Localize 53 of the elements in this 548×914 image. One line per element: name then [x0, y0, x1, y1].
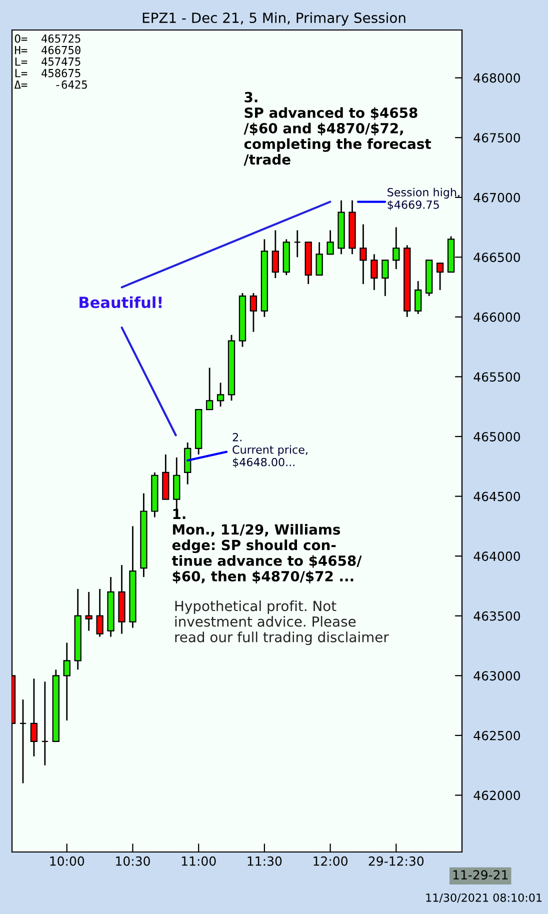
- candlestick: [63, 642, 70, 722]
- candlestick: [250, 292, 258, 333]
- chart-title: EPZ1 - Dec 21, 5 Min, Primary Session: [142, 12, 406, 26]
- candlestick: [206, 367, 214, 410]
- y-tick-label: 463500: [474, 611, 520, 621]
- candlestick: [96, 588, 104, 638]
- annotation: 1. Mon., 11/29, Williams edge: SP should con- tinue advance to $4658/ $60, then $4870/$72 ...: [172, 508, 362, 584]
- x-tick-label: 10:30: [116, 856, 150, 866]
- candlestick: [392, 226, 400, 270]
- annotation: L= 457475: [15, 58, 80, 66]
- text: 11-29-21: [453, 870, 508, 880]
- annotation: Session high, $4669.75: [388, 188, 460, 210]
- x-tick-label: 11:00: [182, 856, 216, 866]
- annotation: O= 465725: [14, 34, 80, 43]
- annotation: Beautiful!: [80, 296, 162, 308]
- candlestick: [316, 242, 323, 276]
- candlestick: [414, 280, 422, 315]
- candlestick: [382, 259, 389, 297]
- x-tick-label: 29-12:30: [368, 856, 424, 866]
- text: 11/30/2021 08:10:01: [426, 893, 542, 903]
- candlestick: [184, 442, 192, 486]
- y-tick-label: 463000: [474, 671, 520, 681]
- candlestick: [41, 680, 48, 766]
- candlestick: [19, 698, 27, 784]
- annotation: 3. SP advanced to $4658 /$60 and $4870/$72, completing the forecast /trade: [244, 92, 432, 166]
- y-tick-label: 462000: [474, 790, 520, 800]
- annotation: L= 458675: [15, 68, 80, 78]
- annotation: Δ= -6425: [14, 80, 87, 89]
- candlestick: [370, 253, 378, 291]
- y-tick-label: 462500: [474, 730, 520, 740]
- annotation: 2. Current price, $4648.00...: [232, 432, 308, 468]
- candlestick: [30, 678, 38, 758]
- candlestick: [360, 224, 367, 285]
- annotation: H= 466750: [14, 46, 80, 54]
- candlestick: [85, 591, 92, 632]
- x-tick-label: 10:00: [50, 856, 84, 866]
- annotation: Hypothetical profit. Not investment advice. Please read our full trading disclaimer: [175, 600, 389, 646]
- candlestick: [326, 230, 334, 255]
- x-tick-label: 12:00: [314, 856, 348, 866]
- y-tick-label: 468000: [474, 73, 520, 83]
- y-tick-label: 465500: [474, 372, 520, 382]
- y-tick-label: 466500: [474, 252, 520, 262]
- candlestick: [216, 382, 224, 408]
- y-tick-label: 467000: [474, 192, 520, 202]
- candlestick: [272, 230, 279, 279]
- candlestick: [436, 262, 444, 291]
- y-tick-label: 464500: [474, 492, 520, 502]
- candlestick: [294, 230, 301, 258]
- x-tick-label: 11:30: [248, 856, 282, 866]
- y-tick-label: 466000: [474, 312, 520, 322]
- y-tick-label: 467500: [474, 133, 520, 143]
- y-tick-label: 464000: [474, 552, 520, 562]
- y-tick-label: 465000: [474, 432, 520, 442]
